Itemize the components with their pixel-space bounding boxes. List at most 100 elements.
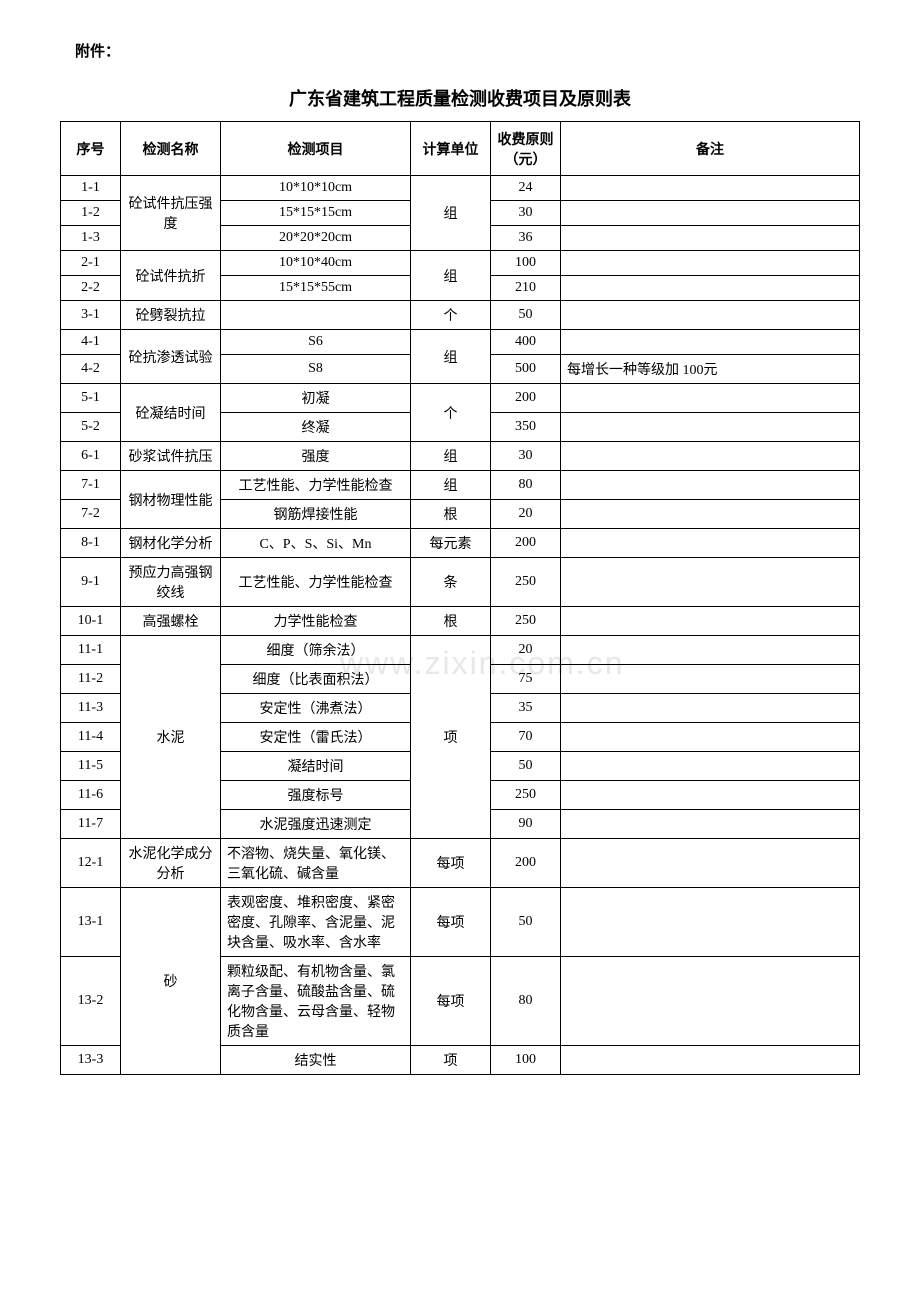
cell-remark (561, 384, 860, 413)
cell-seq: 3-1 (61, 301, 121, 330)
cell-remark (561, 471, 860, 500)
table-row: 12-1水泥化学成分分析不溶物、烧失量、氧化镁、三氧化硫、碱含量每项200 (61, 839, 860, 888)
cell-fee: 400 (491, 330, 561, 355)
cell-remark (561, 607, 860, 636)
cell-remark (561, 665, 860, 694)
cell-fee: 30 (491, 442, 561, 471)
cell-name: 砼劈裂抗拉 (121, 301, 221, 330)
cell-item: 细度（筛余法） (221, 636, 411, 665)
cell-item: 工艺性能、力学性能检查 (221, 471, 411, 500)
cell-fee: 210 (491, 276, 561, 301)
cell-remark (561, 558, 860, 607)
cell-item: 初凝 (221, 384, 411, 413)
table-row: 9-1预应力高强钢绞线工艺性能、力学性能检查条250 (61, 558, 860, 607)
cell-remark (561, 330, 860, 355)
cell-remark (561, 781, 860, 810)
cell-item: C、P、S、Si、Mn (221, 529, 411, 558)
table-row: 11-1水泥细度（筛余法）项20 (61, 636, 860, 665)
cell-seq: 9-1 (61, 558, 121, 607)
cell-remark (561, 226, 860, 251)
cell-remark (561, 752, 860, 781)
cell-item: 颗粒级配、有机物含量、氯离子含量、硫酸盐含量、硫化物含量、云母含量、轻物质含量 (221, 957, 411, 1046)
cell-name: 砼凝结时间 (121, 384, 221, 442)
cell-remark (561, 810, 860, 839)
header-name: 检测名称 (121, 122, 221, 176)
cell-remark (561, 888, 860, 957)
cell-fee: 75 (491, 665, 561, 694)
cell-fee: 90 (491, 810, 561, 839)
cell-seq: 13-3 (61, 1046, 121, 1075)
cell-item: 凝结时间 (221, 752, 411, 781)
cell-item: 10*10*40cm (221, 251, 411, 276)
cell-fee: 24 (491, 176, 561, 201)
cell-remark (561, 201, 860, 226)
cell-name: 水泥化学成分分析 (121, 839, 221, 888)
table-row: 1-1砼试件抗压强度10*10*10cm组24 (61, 176, 860, 201)
cell-fee: 50 (491, 752, 561, 781)
cell-unit: 根 (411, 607, 491, 636)
cell-name: 砂浆试件抗压 (121, 442, 221, 471)
table-row: 2-1砼试件抗折10*10*40cm组100 (61, 251, 860, 276)
table-row: 8-1钢材化学分析C、P、S、Si、Mn每元素200 (61, 529, 860, 558)
cell-remark: 每增长一种等级加 100元 (561, 355, 860, 384)
cell-name: 水泥 (121, 636, 221, 839)
cell-remark (561, 500, 860, 529)
cell-fee: 80 (491, 957, 561, 1046)
cell-unit: 根 (411, 500, 491, 529)
cell-fee: 20 (491, 636, 561, 665)
cell-name: 砼试件抗折 (121, 251, 221, 301)
cell-unit: 组 (411, 330, 491, 384)
cell-fee: 20 (491, 500, 561, 529)
cell-fee: 30 (491, 201, 561, 226)
cell-remark (561, 276, 860, 301)
cell-seq: 7-2 (61, 500, 121, 529)
cell-item: 安定性（雷氏法） (221, 723, 411, 752)
cell-seq: 11-3 (61, 694, 121, 723)
cell-seq: 2-2 (61, 276, 121, 301)
cell-item: 细度（比表面积法） (221, 665, 411, 694)
cell-seq: 12-1 (61, 839, 121, 888)
cell-fee: 350 (491, 413, 561, 442)
cell-item: S8 (221, 355, 411, 384)
cell-item: 力学性能检查 (221, 607, 411, 636)
cell-remark (561, 529, 860, 558)
cell-remark (561, 723, 860, 752)
cell-seq: 2-1 (61, 251, 121, 276)
cell-remark (561, 176, 860, 201)
cell-fee: 250 (491, 558, 561, 607)
cell-name: 砂 (121, 888, 221, 1075)
cell-seq: 13-1 (61, 888, 121, 957)
cell-item: S6 (221, 330, 411, 355)
table-row: 4-1砼抗渗透试验S6组400 (61, 330, 860, 355)
table-row: 7-1钢材物理性能工艺性能、力学性能检查组80 (61, 471, 860, 500)
cell-fee: 35 (491, 694, 561, 723)
cell-remark (561, 251, 860, 276)
cell-unit: 每项 (411, 957, 491, 1046)
cell-item: 安定性（沸煮法） (221, 694, 411, 723)
cell-unit: 个 (411, 301, 491, 330)
cell-unit: 组 (411, 442, 491, 471)
cell-seq: 13-2 (61, 957, 121, 1046)
cell-name: 高强螺栓 (121, 607, 221, 636)
cell-fee: 50 (491, 888, 561, 957)
cell-unit: 个 (411, 384, 491, 442)
cell-seq: 11-7 (61, 810, 121, 839)
cell-item: 15*15*15cm (221, 201, 411, 226)
cell-seq: 11-5 (61, 752, 121, 781)
cell-seq: 1-3 (61, 226, 121, 251)
cell-remark (561, 442, 860, 471)
cell-remark (561, 957, 860, 1046)
cell-item: 15*15*55cm (221, 276, 411, 301)
cell-fee: 50 (491, 301, 561, 330)
cell-remark (561, 839, 860, 888)
cell-name: 砼试件抗压强度 (121, 176, 221, 251)
cell-remark (561, 694, 860, 723)
cell-item: 工艺性能、力学性能检查 (221, 558, 411, 607)
cell-name: 钢材化学分析 (121, 529, 221, 558)
header-seq: 序号 (61, 122, 121, 176)
cell-remark (561, 636, 860, 665)
cell-unit: 组 (411, 471, 491, 500)
cell-seq: 5-2 (61, 413, 121, 442)
cell-seq: 10-1 (61, 607, 121, 636)
cell-item: 结实性 (221, 1046, 411, 1075)
